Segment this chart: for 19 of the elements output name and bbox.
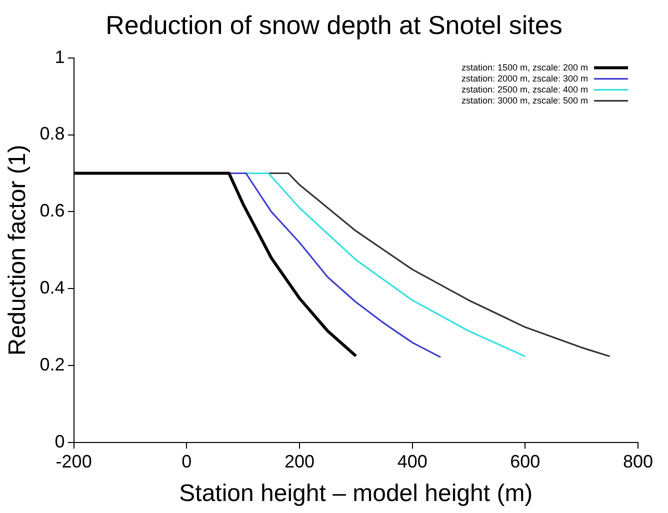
x-tick-label: 600 <box>510 451 540 472</box>
x-tick-label: 800 <box>622 451 654 472</box>
legend-label: zstation: 2000 m, zscale: 300 m <box>461 73 588 84</box>
x-tick-label: 0 <box>182 451 192 472</box>
x-tick-label: -200 <box>56 451 92 472</box>
x-tick-label: 200 <box>284 451 315 472</box>
y-tick-label: 0.2 <box>40 354 65 375</box>
y-tick-label: 0.6 <box>40 200 65 221</box>
legend-label: zstation: 1500 m, zscale: 200 m <box>461 62 588 72</box>
legend-label: zstation: 2500 m, zscale: 400 m <box>461 84 588 94</box>
y-tick-label: 1 <box>54 46 65 67</box>
x-tick-label: 400 <box>397 451 428 472</box>
x-axis-title: Station height – model height (m) <box>179 480 533 508</box>
y-axis-title: Reduction factor (1) <box>4 144 32 356</box>
chart-title: Reduction of snow depth at Snotel sites <box>104 10 564 42</box>
legend-label: zstation: 3000 m, zscale: 500 m <box>461 95 588 106</box>
y-tick-label: 0.4 <box>40 278 65 298</box>
y-tick-label: 0.8 <box>40 124 65 144</box>
y-tick-label: 0 <box>54 432 65 452</box>
